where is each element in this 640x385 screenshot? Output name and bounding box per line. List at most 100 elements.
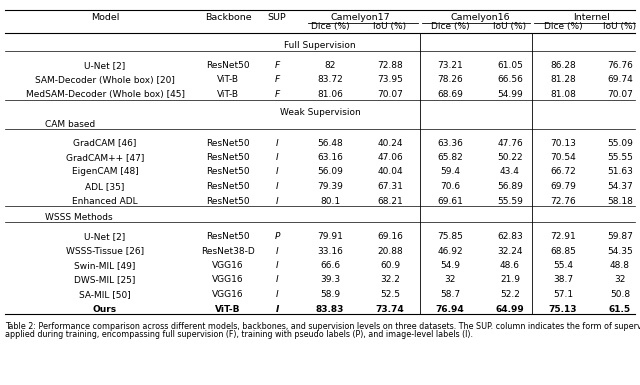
- Text: GradCAM [46]: GradCAM [46]: [74, 139, 137, 147]
- Text: I: I: [276, 139, 278, 147]
- Text: 66.56: 66.56: [497, 75, 523, 84]
- Text: 40.24: 40.24: [377, 139, 403, 147]
- Text: Internel: Internel: [573, 13, 610, 22]
- Text: SA-MIL [50]: SA-MIL [50]: [79, 290, 131, 299]
- Text: Model: Model: [91, 13, 119, 22]
- Text: 78.26: 78.26: [437, 75, 463, 84]
- Text: WSSS-Tissue [26]: WSSS-Tissue [26]: [66, 246, 144, 256]
- Text: 70.13: 70.13: [550, 139, 576, 147]
- Text: 32.2: 32.2: [380, 276, 400, 285]
- Text: 55.55: 55.55: [607, 153, 633, 162]
- Text: 76.94: 76.94: [436, 305, 465, 313]
- Text: 72.91: 72.91: [550, 232, 576, 241]
- Text: ADL [35]: ADL [35]: [85, 182, 125, 191]
- Text: U-Net [2]: U-Net [2]: [84, 61, 125, 70]
- Text: VGG16: VGG16: [212, 261, 244, 270]
- Text: 72.88: 72.88: [377, 61, 403, 70]
- Text: 65.82: 65.82: [437, 153, 463, 162]
- Text: 32: 32: [444, 276, 456, 285]
- Text: ResNet38-D: ResNet38-D: [201, 246, 255, 256]
- Text: I: I: [276, 246, 278, 256]
- Text: 86.28: 86.28: [550, 61, 576, 70]
- Text: SUP: SUP: [268, 13, 286, 22]
- Text: GradCAM++ [47]: GradCAM++ [47]: [66, 153, 144, 162]
- Text: I: I: [276, 182, 278, 191]
- Text: 68.21: 68.21: [377, 196, 403, 206]
- Text: I: I: [276, 196, 278, 206]
- Text: CAM based: CAM based: [45, 120, 95, 129]
- Text: 47.76: 47.76: [497, 139, 523, 147]
- Text: ResNet50: ResNet50: [206, 139, 250, 147]
- Text: 40.04: 40.04: [377, 167, 403, 176]
- Text: 75.85: 75.85: [437, 232, 463, 241]
- Text: 83.72: 83.72: [317, 75, 343, 84]
- Text: U-Net [2]: U-Net [2]: [84, 232, 125, 241]
- Text: 55.59: 55.59: [497, 196, 523, 206]
- Text: 54.99: 54.99: [497, 90, 523, 99]
- Text: 58.18: 58.18: [607, 196, 633, 206]
- Text: 59.87: 59.87: [607, 232, 633, 241]
- Text: 50.22: 50.22: [497, 153, 523, 162]
- Text: 61.05: 61.05: [497, 61, 523, 70]
- Text: 33.16: 33.16: [317, 246, 343, 256]
- Text: IoU (%): IoU (%): [493, 22, 527, 32]
- Text: 60.9: 60.9: [380, 261, 400, 270]
- Text: P: P: [275, 232, 280, 241]
- Text: 72.76: 72.76: [550, 196, 576, 206]
- Text: 32: 32: [614, 276, 626, 285]
- Text: MedSAM-Decoder (Whole box) [45]: MedSAM-Decoder (Whole box) [45]: [26, 90, 184, 99]
- Text: Ours: Ours: [93, 305, 117, 313]
- Text: Enhanced ADL: Enhanced ADL: [72, 196, 138, 206]
- Text: 70.54: 70.54: [550, 153, 576, 162]
- Text: 67.31: 67.31: [377, 182, 403, 191]
- Text: Full Supervision: Full Supervision: [284, 42, 356, 50]
- Text: IoU (%): IoU (%): [604, 22, 637, 32]
- Text: I: I: [276, 261, 278, 270]
- Text: 57.1: 57.1: [553, 290, 573, 299]
- Text: 54.9: 54.9: [440, 261, 460, 270]
- Text: 47.06: 47.06: [377, 153, 403, 162]
- Text: Table 2: Performance comparison across different models, backbones, and supervis: Table 2: Performance comparison across d…: [5, 322, 640, 331]
- Text: 70.07: 70.07: [377, 90, 403, 99]
- Text: 68.85: 68.85: [550, 246, 576, 256]
- Text: 58.9: 58.9: [320, 290, 340, 299]
- Text: I: I: [276, 290, 278, 299]
- Text: ViT-B: ViT-B: [215, 305, 241, 313]
- Text: 52.5: 52.5: [380, 290, 400, 299]
- Text: 69.61: 69.61: [437, 196, 463, 206]
- Text: 76.76: 76.76: [607, 61, 633, 70]
- Text: 80.1: 80.1: [320, 196, 340, 206]
- Text: 69.74: 69.74: [607, 75, 633, 84]
- Text: 70.07: 70.07: [607, 90, 633, 99]
- Text: 48.6: 48.6: [500, 261, 520, 270]
- Text: ResNet50: ResNet50: [206, 182, 250, 191]
- Text: 68.69: 68.69: [437, 90, 463, 99]
- Text: Backbone: Backbone: [205, 13, 252, 22]
- Text: DWS-MIL [25]: DWS-MIL [25]: [74, 276, 136, 285]
- Text: F: F: [275, 61, 280, 70]
- Text: 58.7: 58.7: [440, 290, 460, 299]
- Text: 51.63: 51.63: [607, 167, 633, 176]
- Text: SAM-Decoder (Whole box) [20]: SAM-Decoder (Whole box) [20]: [35, 75, 175, 84]
- Text: I: I: [275, 305, 278, 313]
- Text: I: I: [276, 167, 278, 176]
- Text: 32.24: 32.24: [497, 246, 523, 256]
- Text: 46.92: 46.92: [437, 246, 463, 256]
- Text: 66.72: 66.72: [550, 167, 576, 176]
- Text: ResNet50: ResNet50: [206, 61, 250, 70]
- Text: ViT-B: ViT-B: [217, 75, 239, 84]
- Text: 55.09: 55.09: [607, 139, 633, 147]
- Text: 54.35: 54.35: [607, 246, 633, 256]
- Text: Camelyon17: Camelyon17: [330, 13, 390, 22]
- Text: 56.48: 56.48: [317, 139, 343, 147]
- Text: 79.91: 79.91: [317, 232, 343, 241]
- Text: 79.39: 79.39: [317, 182, 343, 191]
- Text: 81.28: 81.28: [550, 75, 576, 84]
- Text: 56.09: 56.09: [317, 167, 343, 176]
- Text: 81.08: 81.08: [550, 90, 576, 99]
- Text: 75.13: 75.13: [548, 305, 577, 313]
- Text: ResNet50: ResNet50: [206, 167, 250, 176]
- Text: ViT-B: ViT-B: [217, 90, 239, 99]
- Text: IoU (%): IoU (%): [373, 22, 406, 32]
- Text: Swin-MIL [49]: Swin-MIL [49]: [74, 261, 136, 270]
